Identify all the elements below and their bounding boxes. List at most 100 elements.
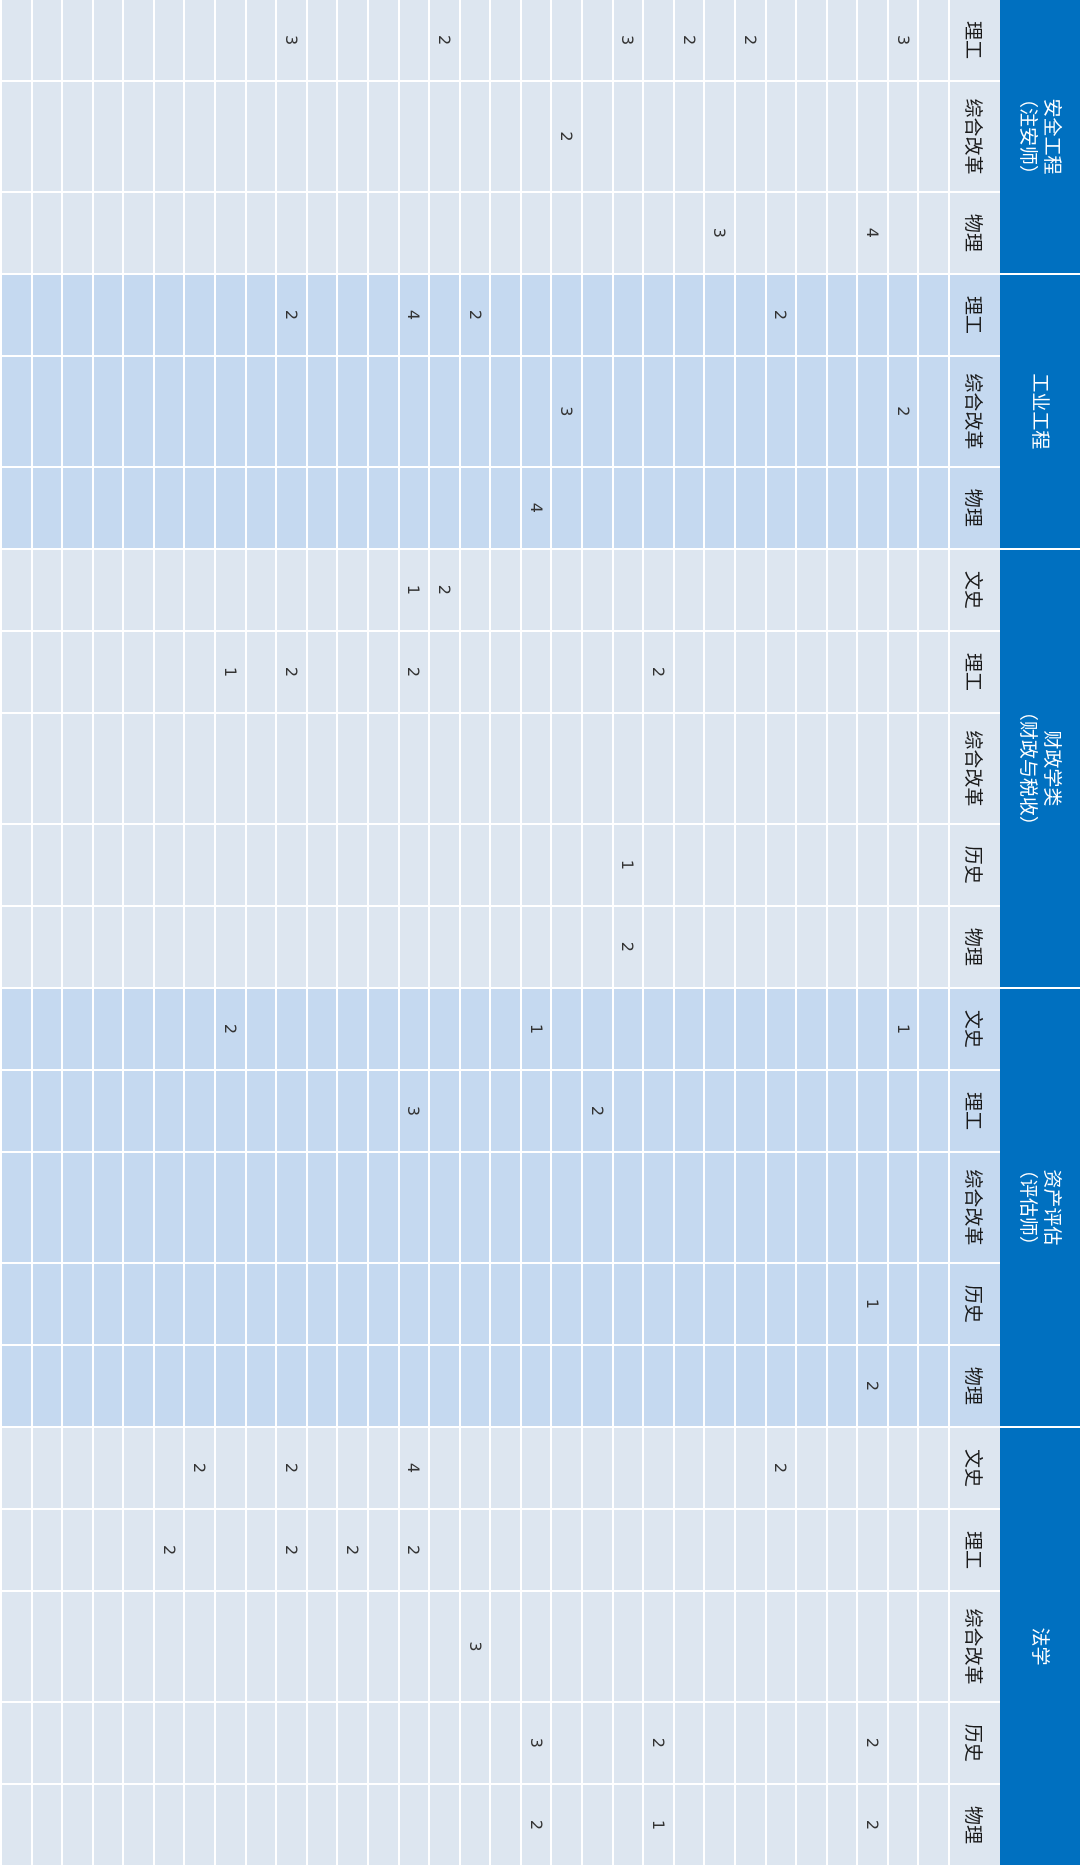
- table-cell: [733, 1592, 765, 1703]
- table-cell: 1: [397, 549, 429, 632]
- table-cell: [428, 274, 459, 357]
- table-cell: [305, 713, 337, 825]
- table-cell: [917, 1702, 948, 1785]
- table-cell: [581, 549, 612, 632]
- table-cell: [0, 631, 31, 714]
- table-cell: [856, 1427, 887, 1510]
- table-cell: [489, 1592, 520, 1703]
- table-cell: [183, 1510, 215, 1593]
- table-cell: [458, 713, 490, 825]
- table-cell: 2: [397, 1510, 429, 1593]
- table-cell: [917, 1592, 948, 1703]
- table-cell: [856, 906, 887, 989]
- table-cell: [825, 0, 857, 83]
- table-cell: [397, 1702, 429, 1785]
- table-cell: [336, 824, 367, 907]
- table-cell: [825, 1263, 857, 1346]
- table-cell: [275, 1784, 306, 1867]
- table-cell: [30, 1784, 62, 1867]
- table-cell: [581, 82, 612, 193]
- table-cell: [581, 713, 612, 825]
- table-cell: [366, 824, 398, 907]
- group-title-line: 工业工程: [1029, 373, 1051, 450]
- table-cell: [489, 1510, 520, 1593]
- table-cell: [305, 1263, 337, 1346]
- table-cell: [91, 824, 123, 907]
- table-cell: [642, 906, 673, 989]
- table-cell: [305, 356, 337, 468]
- subject-header: 历史: [948, 824, 1000, 907]
- table-cell: [183, 824, 215, 907]
- table-cell: [672, 631, 704, 714]
- table-cell: [672, 192, 704, 275]
- table-cell: [764, 1702, 796, 1785]
- table-cell: [489, 1263, 520, 1346]
- table-cell: [30, 631, 62, 714]
- table-cell: [91, 1784, 123, 1867]
- table-cell: [428, 1427, 459, 1510]
- table-cell: [917, 274, 948, 357]
- table-cell: [581, 906, 612, 989]
- table-cell: [214, 1263, 245, 1346]
- table-cell: [611, 356, 643, 468]
- table-cell: [764, 1784, 796, 1867]
- table-cell: [91, 356, 123, 468]
- group-header: 资产评估 （评估师）: [1000, 988, 1080, 1428]
- subject-header: 综合改革: [948, 356, 1000, 468]
- table-cell: [917, 713, 948, 825]
- table-cell: [825, 1427, 857, 1510]
- table-cell: [581, 824, 612, 907]
- table-cell: [856, 82, 887, 193]
- table-cell: [214, 1153, 245, 1264]
- table-cell: [214, 0, 245, 83]
- table-cell: [519, 274, 551, 357]
- table-cell: [703, 549, 734, 632]
- table-cell: [91, 1263, 123, 1346]
- table-cell: [764, 906, 796, 989]
- table-cell: 2: [275, 1427, 306, 1510]
- table-cell: [336, 1592, 367, 1703]
- table-cell: [244, 1153, 276, 1264]
- table-cell: [183, 0, 215, 83]
- table-cell: [519, 824, 551, 907]
- table-cell: [122, 1510, 153, 1593]
- subject-header: 理工: [948, 631, 1000, 714]
- table-cell: [886, 1592, 918, 1703]
- table-cell: [122, 1345, 153, 1428]
- table-cell: [336, 906, 367, 989]
- table-cell: [61, 1784, 92, 1867]
- table-cell: [397, 988, 429, 1071]
- table-cell: [795, 356, 826, 468]
- table-cell: 2: [642, 631, 673, 714]
- table-cell: [733, 1784, 765, 1867]
- table-cell: [458, 1510, 490, 1593]
- table-cell: [825, 824, 857, 907]
- table-cell: [91, 0, 123, 83]
- table-cell: [152, 906, 184, 989]
- table-cell: [703, 356, 734, 468]
- table-cell: [642, 1345, 673, 1428]
- table-cell: [183, 549, 215, 632]
- table-cell: [642, 192, 673, 275]
- subject-header: 物理: [948, 1345, 1000, 1428]
- table-cell: [733, 824, 765, 907]
- table-cell: [244, 713, 276, 825]
- table-cell: [825, 1702, 857, 1785]
- table-cell: [917, 631, 948, 714]
- table-cell: [886, 467, 918, 550]
- table-cell: [336, 82, 367, 193]
- table-cell: [61, 631, 92, 714]
- table-cell: [183, 1784, 215, 1867]
- table-cell: [611, 631, 643, 714]
- table-cell: [489, 192, 520, 275]
- table-cell: [519, 1153, 551, 1264]
- table-cell: [489, 631, 520, 714]
- table-cell: [550, 192, 582, 275]
- table-cell: [458, 356, 490, 468]
- table-cell: [336, 1263, 367, 1346]
- table-cell: [856, 1592, 887, 1703]
- table-cell: [886, 1427, 918, 1510]
- table-cell: [489, 824, 520, 907]
- table-cell: [550, 713, 582, 825]
- table-cell: [703, 1592, 734, 1703]
